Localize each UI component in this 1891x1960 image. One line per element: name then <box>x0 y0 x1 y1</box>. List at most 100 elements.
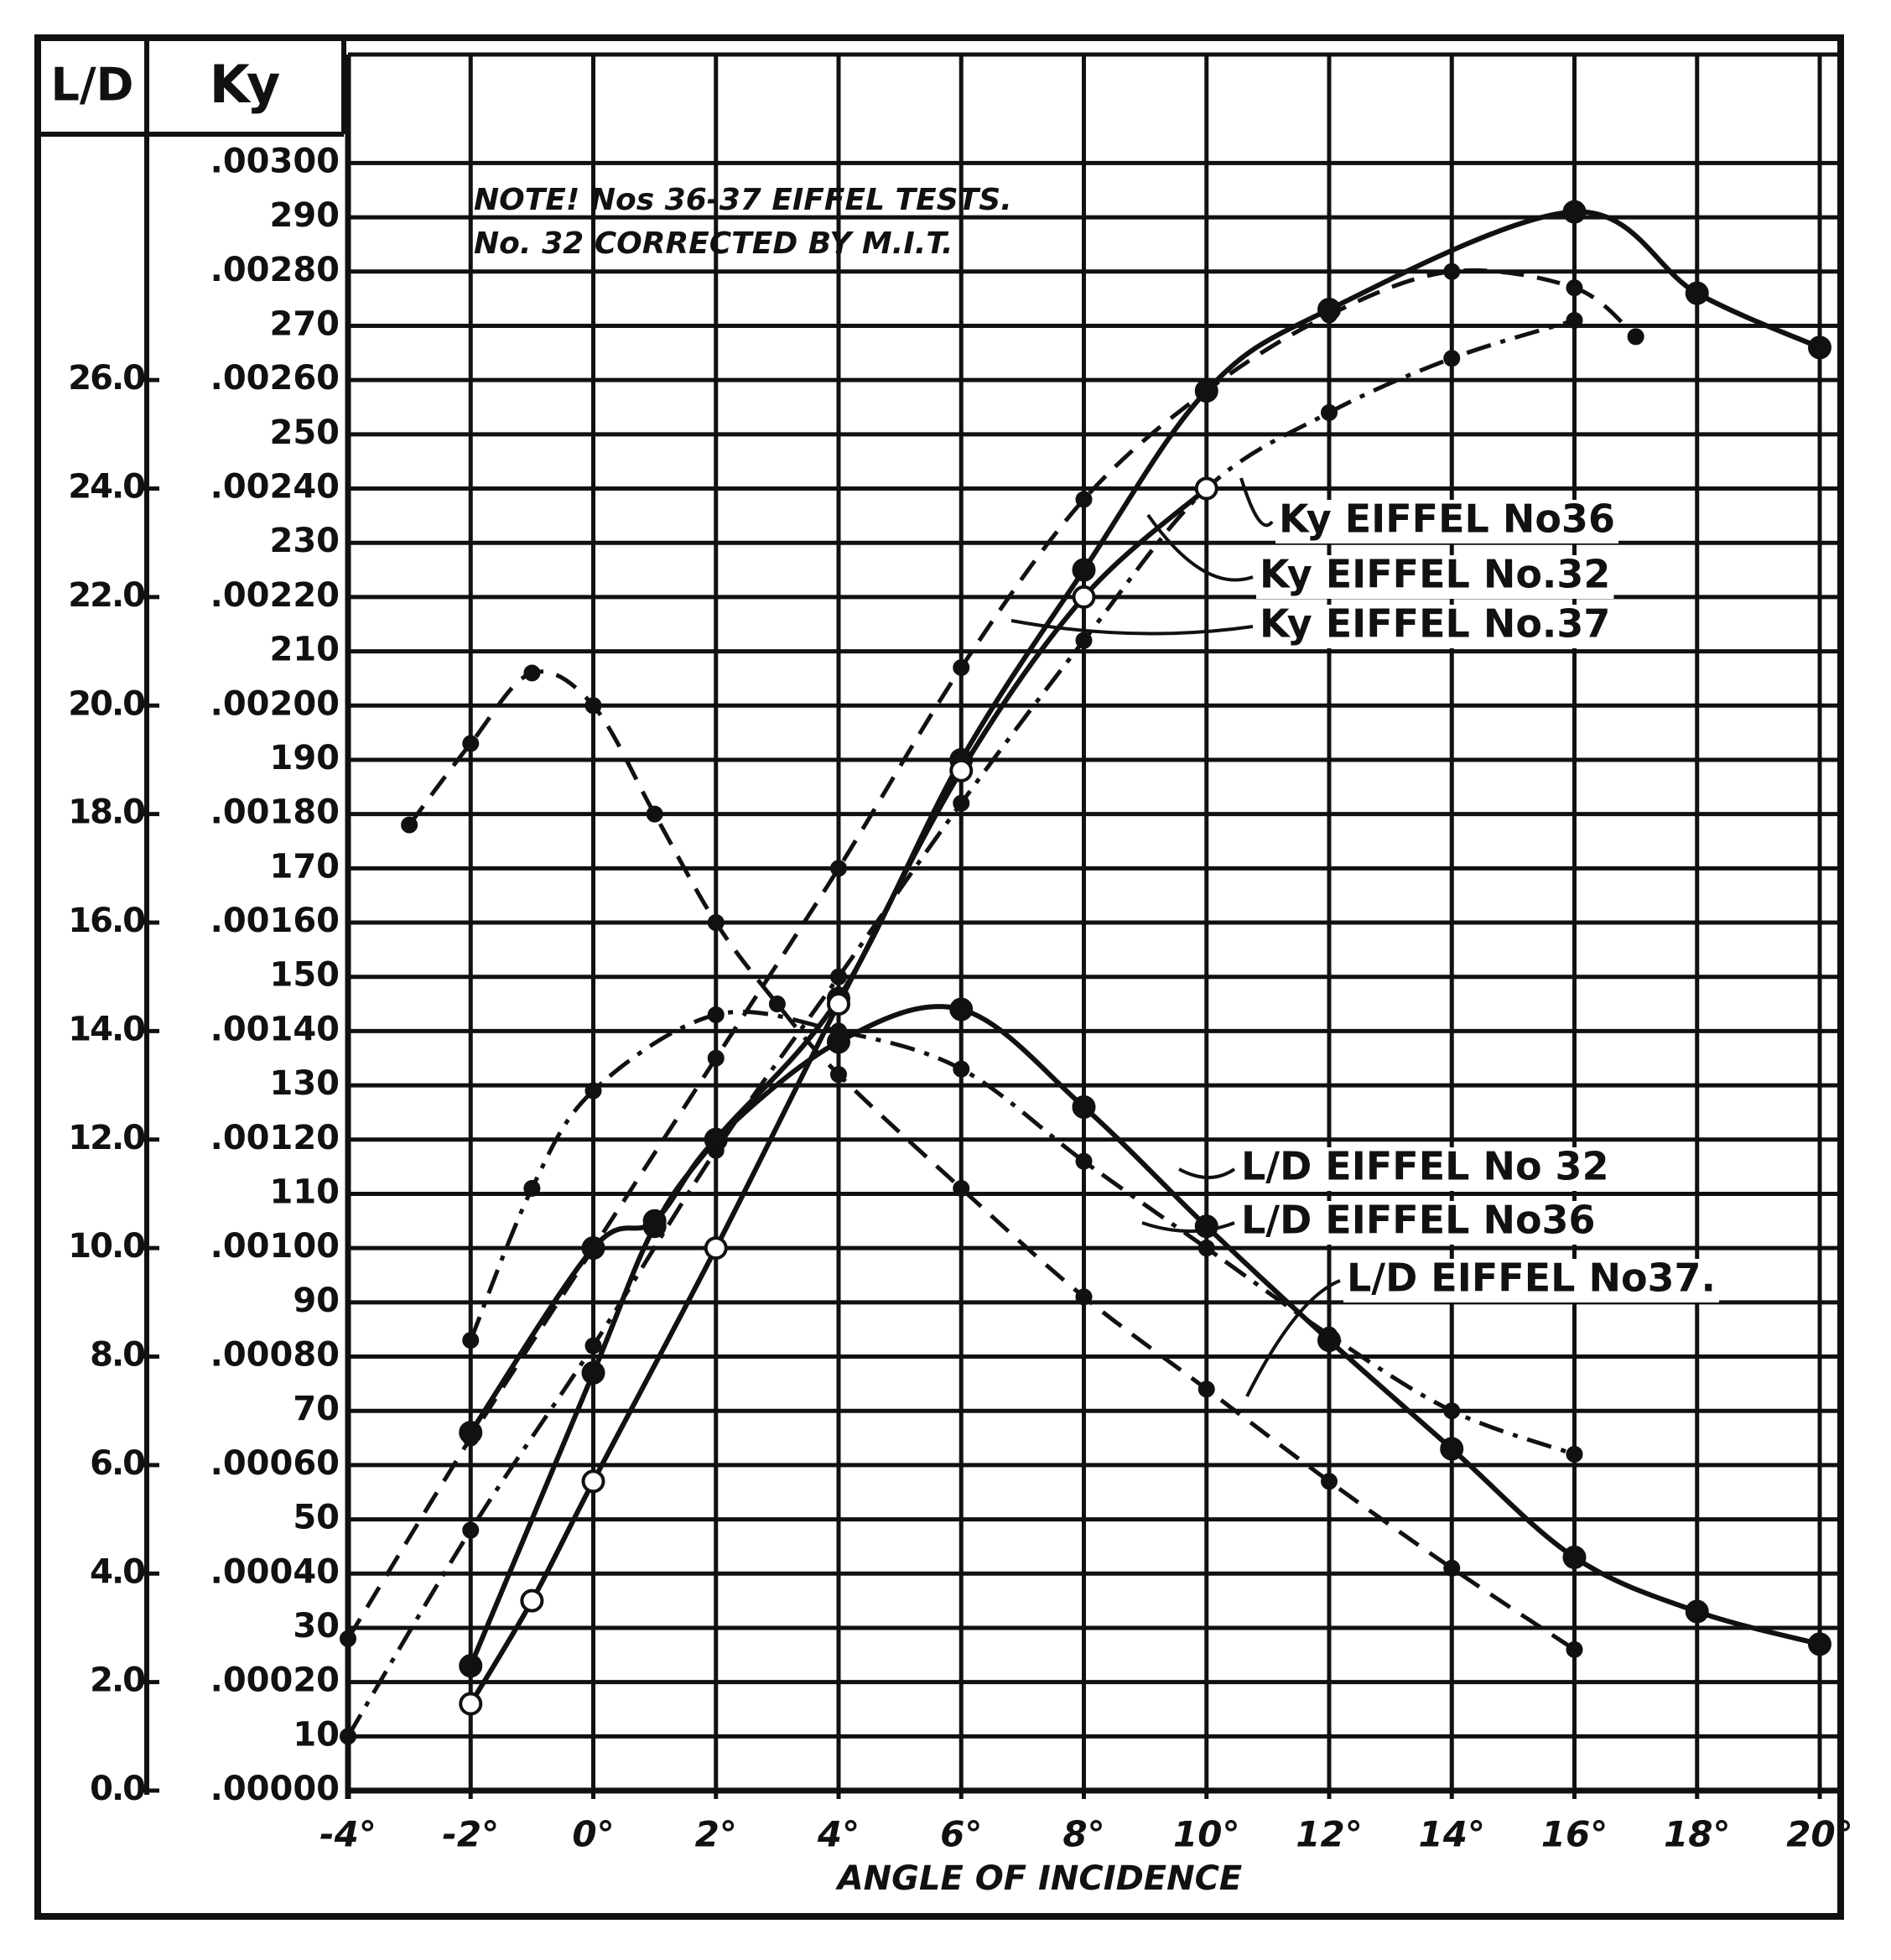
leader-line <box>1141 1221 1235 1233</box>
y-tick-label: .00080 <box>210 1336 340 1375</box>
label-bg <box>1238 1147 1613 1191</box>
y-tick-label: 50 <box>293 1499 340 1537</box>
y2-tick-label: 24.0 <box>68 468 144 507</box>
y-tick-label: .00240 <box>210 468 340 507</box>
y2-tick-label: 10.0 <box>68 1227 144 1266</box>
y-tick-label: .00120 <box>210 1119 340 1157</box>
data-point <box>1808 335 1831 360</box>
y-tick-label: 190 <box>270 739 340 777</box>
y2-tick-label: 2.0 <box>90 1661 144 1700</box>
y2-tick-label: 0.0 <box>90 1770 144 1808</box>
data-point <box>1317 298 1341 322</box>
data-point <box>1072 1094 1096 1119</box>
y-tick-label: 150 <box>270 956 340 995</box>
y-tick-label: .00000 <box>210 1770 340 1808</box>
data-point <box>520 1588 544 1613</box>
x-tick-label: 0° <box>572 1814 614 1855</box>
x-axis-label: ANGLE OF INCIDENCE <box>835 1859 1243 1898</box>
x-tick-label: 14° <box>1419 1814 1485 1855</box>
y-tick-label: .00180 <box>210 793 340 832</box>
data-point <box>1197 1380 1215 1398</box>
x-tick-label: 8° <box>1062 1814 1104 1855</box>
y-tick-label: .00280 <box>210 251 340 289</box>
legend-label: L/D EIFFEL No37. <box>1347 1256 1716 1301</box>
data-point <box>581 1360 605 1385</box>
y-tick-label: 30 <box>293 1607 340 1645</box>
data-point <box>584 697 602 715</box>
data-point <box>1627 328 1644 346</box>
data-point <box>768 996 786 1013</box>
data-point <box>1566 311 1583 329</box>
x-tick-label: -2° <box>442 1814 499 1855</box>
x-tick-label: 16° <box>1541 1814 1608 1855</box>
y-tick-label: 250 <box>270 413 340 452</box>
y-tick-label: .00260 <box>210 359 340 398</box>
data-point <box>462 735 480 752</box>
data-point <box>1443 350 1461 367</box>
legend-label: L/D EIFFEL No 32 <box>1241 1144 1609 1189</box>
data-point <box>584 1337 602 1354</box>
y-tick-label: .00200 <box>210 684 340 723</box>
x-tick-label: 18° <box>1664 1814 1730 1855</box>
y-tick-label: 90 <box>293 1282 340 1320</box>
label-bg <box>1256 555 1614 599</box>
data-point <box>953 794 970 812</box>
data-point <box>1321 403 1338 421</box>
y2-tick-label: 20.0 <box>68 684 144 723</box>
data-point <box>1685 281 1709 305</box>
data-point <box>584 1082 602 1100</box>
data-point <box>1194 379 1218 403</box>
data-point <box>1075 491 1093 508</box>
label-bg <box>1275 500 1618 543</box>
data-point <box>830 860 847 877</box>
series-line <box>468 1009 1576 1457</box>
data-point <box>1321 1326 1338 1344</box>
y-tick-label: 170 <box>270 847 340 886</box>
data-point <box>1197 1240 1215 1257</box>
legend-label: L/D EIFFEL No36 <box>1241 1198 1596 1243</box>
data-point <box>1075 1288 1093 1306</box>
data-point <box>642 1209 667 1233</box>
data-point <box>707 1006 725 1023</box>
y-tick-label: 290 <box>270 196 340 235</box>
y2-tick-label: 26.0 <box>68 359 144 398</box>
x-tick-label: 6° <box>940 1814 982 1855</box>
x-tick-label: 2° <box>695 1814 737 1855</box>
header-right: Ky <box>210 54 281 115</box>
data-point <box>1194 476 1218 501</box>
data-point <box>704 1127 728 1152</box>
data-point <box>827 992 850 1016</box>
x-tick-label: 10° <box>1173 1814 1239 1855</box>
y-tick-label: .00100 <box>210 1227 340 1266</box>
data-point <box>523 664 541 682</box>
x-tick-label: -4° <box>319 1814 377 1855</box>
legend-label: Ky EIFFEL No36 <box>1279 496 1615 542</box>
label-bg <box>1238 1201 1599 1245</box>
label-bg <box>1343 1259 1720 1302</box>
data-point <box>462 1521 480 1539</box>
y-tick-label: 130 <box>270 1064 340 1103</box>
data-point <box>830 1066 847 1084</box>
data-point <box>581 1236 605 1261</box>
series-line <box>468 486 1208 1706</box>
y-tick-label: .00300 <box>210 142 340 180</box>
y-tick-label: .00040 <box>210 1552 340 1591</box>
x-tick-label: 4° <box>817 1814 860 1855</box>
note: NOTE! Nos 36-37 EIFFEL TESTS. <box>474 183 1012 217</box>
data-point <box>1685 1599 1709 1624</box>
leader-line <box>1010 619 1254 636</box>
leader-line <box>1239 477 1274 528</box>
data-point <box>704 1236 728 1261</box>
y-tick-label: .00140 <box>210 1010 340 1048</box>
leader-line <box>1146 513 1254 582</box>
y2-tick-label: 6.0 <box>90 1444 144 1483</box>
y2-tick-label: 14.0 <box>68 1010 144 1048</box>
data-point <box>1072 585 1096 609</box>
data-point <box>340 1728 356 1745</box>
series-line <box>468 209 1821 1667</box>
y2-tick-label: 22.0 <box>68 576 144 615</box>
series-line <box>345 268 1638 1640</box>
data-point <box>953 1060 970 1078</box>
data-point <box>1443 1402 1461 1420</box>
